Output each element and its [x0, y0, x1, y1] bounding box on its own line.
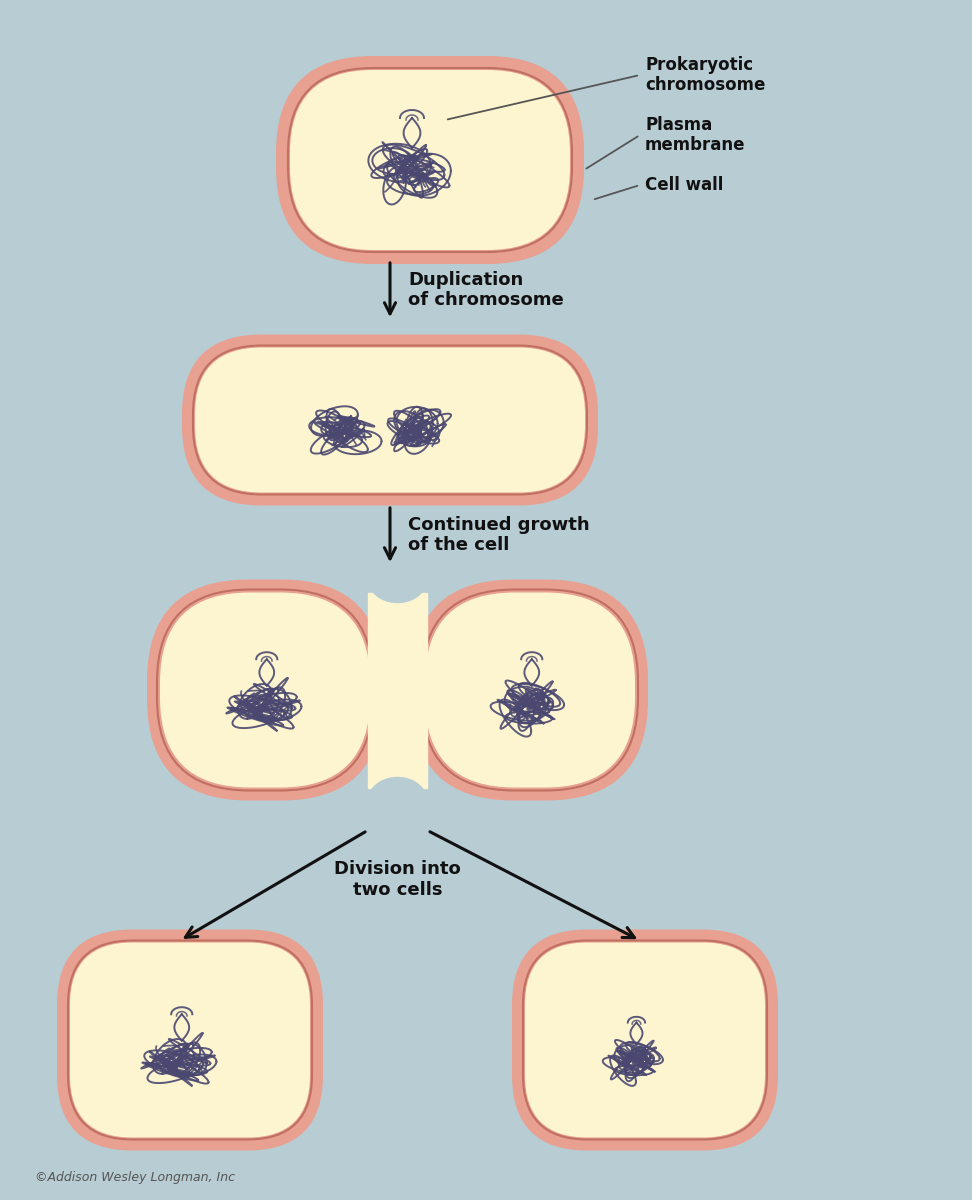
- FancyBboxPatch shape: [525, 942, 765, 1138]
- Text: ©Addison Wesley Longman, Inc: ©Addison Wesley Longman, Inc: [35, 1171, 235, 1184]
- Text: Duplication
of chromosome: Duplication of chromosome: [408, 270, 564, 310]
- FancyBboxPatch shape: [70, 942, 310, 1138]
- FancyBboxPatch shape: [412, 580, 648, 800]
- Polygon shape: [367, 778, 428, 803]
- FancyBboxPatch shape: [160, 593, 370, 787]
- Text: Continued growth
of the cell: Continued growth of the cell: [408, 516, 590, 554]
- FancyBboxPatch shape: [425, 593, 635, 787]
- Text: Division into
two cells: Division into two cells: [334, 860, 461, 899]
- FancyBboxPatch shape: [512, 930, 778, 1151]
- Text: Prokaryotic
chromosome: Prokaryotic chromosome: [645, 55, 765, 95]
- FancyBboxPatch shape: [290, 70, 570, 250]
- Text: Cell wall: Cell wall: [645, 176, 723, 194]
- FancyBboxPatch shape: [57, 930, 323, 1151]
- FancyBboxPatch shape: [276, 56, 584, 264]
- FancyBboxPatch shape: [147, 580, 383, 800]
- Bar: [381, 580, 414, 800]
- Text: Plasma
membrane: Plasma membrane: [645, 115, 746, 155]
- Polygon shape: [367, 577, 428, 602]
- FancyBboxPatch shape: [195, 348, 585, 492]
- FancyBboxPatch shape: [182, 335, 598, 505]
- Bar: [368, 593, 427, 787]
